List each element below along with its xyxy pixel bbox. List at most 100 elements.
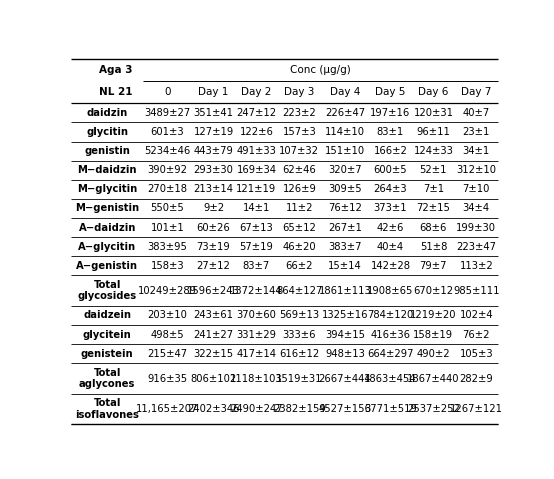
Text: 320±7: 320±7 <box>328 165 362 175</box>
Text: 416±36: 416±36 <box>371 330 411 340</box>
Text: 226±47: 226±47 <box>325 108 365 118</box>
Text: 34±4: 34±4 <box>463 204 490 214</box>
Text: 491±33: 491±33 <box>237 146 276 156</box>
Text: Day 4: Day 4 <box>330 87 360 97</box>
Text: 1219±20: 1219±20 <box>410 310 456 320</box>
Text: 122±6: 122±6 <box>239 127 273 137</box>
Text: 158±19: 158±19 <box>413 330 454 340</box>
Text: M−daidzin: M−daidzin <box>78 165 137 175</box>
Text: 417±14: 417±14 <box>237 349 276 359</box>
Text: 370±60: 370±60 <box>237 310 276 320</box>
Text: daidzin: daidzin <box>86 108 128 118</box>
Text: 2667±444: 2667±444 <box>319 374 371 384</box>
Text: 83±1: 83±1 <box>377 127 404 137</box>
Text: 15±14: 15±14 <box>328 261 362 271</box>
Text: Total
isoflavones: Total isoflavones <box>75 399 139 420</box>
Text: Total
aglycones: Total aglycones <box>79 368 135 389</box>
Text: 264±3: 264±3 <box>373 184 407 194</box>
Text: 784±120: 784±120 <box>367 310 414 320</box>
Text: A−genistin: A−genistin <box>76 261 138 271</box>
Text: 215±47: 215±47 <box>147 349 188 359</box>
Text: 76±2: 76±2 <box>463 330 490 340</box>
Text: 601±3: 601±3 <box>151 127 184 137</box>
Text: 1267±121: 1267±121 <box>450 404 503 414</box>
Text: 62±46: 62±46 <box>283 165 316 175</box>
Text: 158±3: 158±3 <box>151 261 184 271</box>
Text: 96±11: 96±11 <box>417 127 450 137</box>
Text: 443±79: 443±79 <box>193 146 233 156</box>
Text: Day 7: Day 7 <box>461 87 491 97</box>
Text: 113±2: 113±2 <box>459 261 493 271</box>
Text: 72±15: 72±15 <box>417 204 450 214</box>
Text: 1596±243: 1596±243 <box>187 285 240 296</box>
Text: Day 1: Day 1 <box>198 87 229 97</box>
Text: genistin: genistin <box>84 146 130 156</box>
Text: 46±20: 46±20 <box>283 242 316 251</box>
Text: 197±16: 197±16 <box>371 108 411 118</box>
Text: 243±61: 243±61 <box>193 310 234 320</box>
Text: 1372±144: 1372±144 <box>230 285 283 296</box>
Text: 10249±289: 10249±289 <box>138 285 197 296</box>
Text: 60±26: 60±26 <box>197 223 230 233</box>
Text: 127±19: 127±19 <box>193 127 234 137</box>
Text: 166±2: 166±2 <box>373 146 407 156</box>
Text: 73±19: 73±19 <box>197 242 230 251</box>
Text: 806±102: 806±102 <box>191 374 237 384</box>
Text: 7±1: 7±1 <box>423 184 444 194</box>
Text: 1863±454: 1863±454 <box>364 374 417 384</box>
Text: 390±92: 390±92 <box>147 165 187 175</box>
Text: 7±10: 7±10 <box>463 184 490 194</box>
Text: 383±95: 383±95 <box>147 242 187 251</box>
Text: 157±3: 157±3 <box>283 127 316 137</box>
Text: 331±29: 331±29 <box>237 330 276 340</box>
Text: 42±6: 42±6 <box>377 223 404 233</box>
Text: 1118±103: 1118±103 <box>230 374 283 384</box>
Text: 51±8: 51±8 <box>420 242 447 251</box>
Text: Aga 3: Aga 3 <box>99 65 132 75</box>
Text: Conc (μg/g): Conc (μg/g) <box>290 65 351 75</box>
Text: 40±4: 40±4 <box>377 242 404 251</box>
Text: 247±12: 247±12 <box>237 108 276 118</box>
Text: 4527±156: 4527±156 <box>319 404 371 414</box>
Text: 83±7: 83±7 <box>243 261 270 271</box>
Text: 101±1: 101±1 <box>151 223 184 233</box>
Text: 267±1: 267±1 <box>328 223 362 233</box>
Text: 11,165±207: 11,165±207 <box>136 404 199 414</box>
Text: 68±6: 68±6 <box>420 223 447 233</box>
Text: 126±9: 126±9 <box>283 184 316 194</box>
Text: 121±19: 121±19 <box>237 184 276 194</box>
Text: 1908±65: 1908±65 <box>367 285 414 296</box>
Text: 664±297: 664±297 <box>367 349 414 359</box>
Text: M−glycitin: M−glycitin <box>77 184 137 194</box>
Text: 569±13: 569±13 <box>279 310 319 320</box>
Text: 916±35: 916±35 <box>147 374 188 384</box>
Text: NL 21: NL 21 <box>99 87 132 97</box>
Text: 490±2: 490±2 <box>417 349 450 359</box>
Text: 52±1: 52±1 <box>419 165 447 175</box>
Text: 11±2: 11±2 <box>285 204 313 214</box>
Text: 309±5: 309±5 <box>328 184 362 194</box>
Text: 203±10: 203±10 <box>147 310 187 320</box>
Text: 79±7: 79±7 <box>419 261 447 271</box>
Text: 213±14: 213±14 <box>193 184 234 194</box>
Text: 120±31: 120±31 <box>413 108 453 118</box>
Text: 293±30: 293±30 <box>193 165 233 175</box>
Text: 223±47: 223±47 <box>456 242 496 251</box>
Text: A−daidzin: A−daidzin <box>79 223 136 233</box>
Text: 223±2: 223±2 <box>283 108 316 118</box>
Text: 498±5: 498±5 <box>151 330 184 340</box>
Text: 65±12: 65±12 <box>283 223 316 233</box>
Text: 14±1: 14±1 <box>243 204 270 214</box>
Text: 383±7: 383±7 <box>328 242 362 251</box>
Text: 985±111: 985±111 <box>453 285 500 296</box>
Text: 600±5: 600±5 <box>373 165 407 175</box>
Text: 2490±247: 2490±247 <box>230 404 283 414</box>
Text: A−glycitin: A−glycitin <box>78 242 136 251</box>
Text: 5234±46: 5234±46 <box>145 146 191 156</box>
Text: 864±127: 864±127 <box>276 285 322 296</box>
Text: 670±12: 670±12 <box>413 285 454 296</box>
Text: glycitin: glycitin <box>86 127 128 137</box>
Text: 76±12: 76±12 <box>328 204 362 214</box>
Text: 2402±346: 2402±346 <box>187 404 240 414</box>
Text: 27±12: 27±12 <box>197 261 230 271</box>
